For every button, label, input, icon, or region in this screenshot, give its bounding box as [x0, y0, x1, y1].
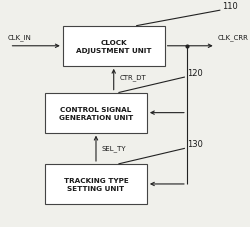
Text: SEL_TY: SEL_TY: [102, 144, 126, 151]
Text: CLK_CRR: CLK_CRR: [218, 34, 249, 41]
Text: CLOCK
ADJUSTMENT UNIT: CLOCK ADJUSTMENT UNIT: [76, 39, 152, 54]
Text: CLK_IN: CLK_IN: [7, 34, 31, 41]
Text: 110: 110: [222, 2, 238, 11]
Text: 120: 120: [187, 69, 203, 78]
Text: 130: 130: [187, 140, 203, 149]
Text: CONTROL SIGNAL
GENERATION UNIT: CONTROL SIGNAL GENERATION UNIT: [59, 106, 133, 120]
Bar: [63, 27, 165, 67]
Text: CTR_DT: CTR_DT: [119, 74, 146, 81]
Text: TRACKING TYPE
SETTING UNIT: TRACKING TYPE SETTING UNIT: [64, 177, 128, 191]
Bar: [45, 164, 147, 204]
Bar: [45, 93, 147, 133]
